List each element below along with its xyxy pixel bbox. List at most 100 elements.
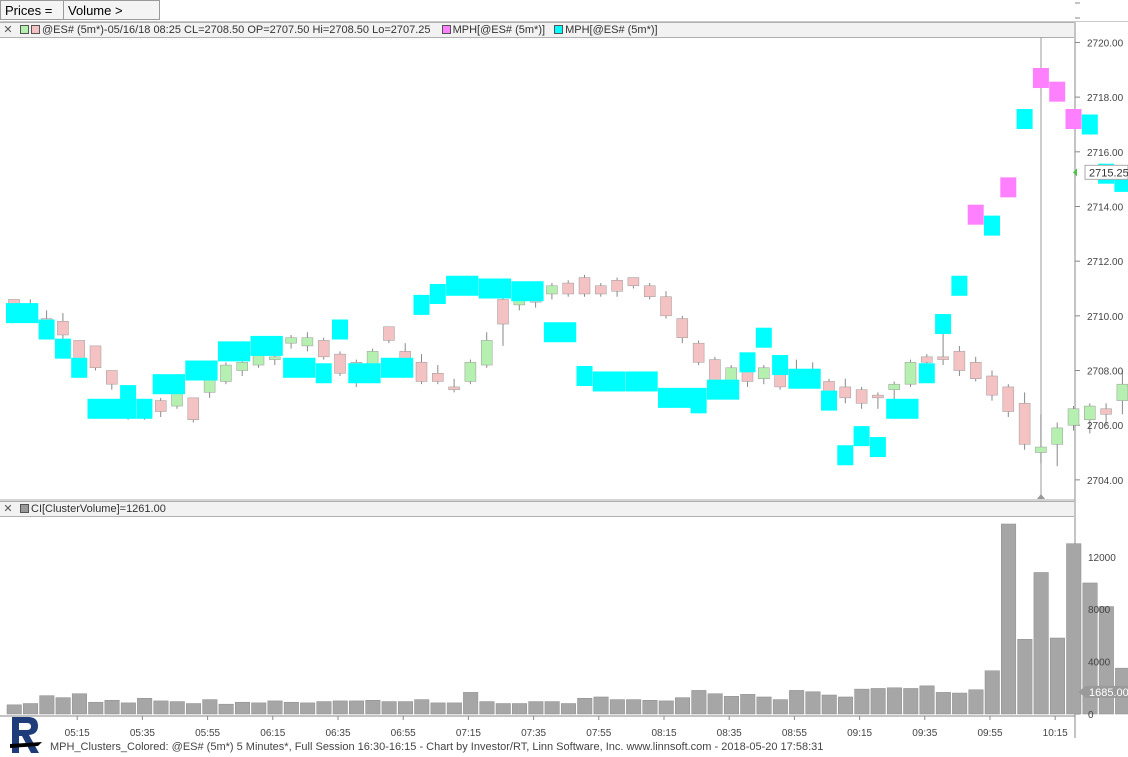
time-tick-label: 05:35 bbox=[130, 728, 155, 738]
mph-cluster-box bbox=[511, 281, 544, 302]
volume-bar bbox=[544, 701, 560, 715]
volume-bar bbox=[414, 699, 430, 715]
down-candle bbox=[660, 296, 672, 317]
mph-cluster-box bbox=[478, 278, 511, 299]
down-candle bbox=[872, 394, 884, 399]
last-price-box bbox=[1084, 164, 1128, 180]
mph-cluster-box bbox=[152, 374, 185, 395]
time-tick-label: 05:55 bbox=[195, 728, 220, 738]
volume-bar bbox=[968, 689, 984, 715]
volume-bar bbox=[1066, 543, 1082, 715]
up-candle bbox=[301, 337, 314, 347]
volume-bar bbox=[120, 702, 136, 715]
chart-footer: MPH_Clusters_Colored: @ES# (5m*) 5 Minut… bbox=[0, 717, 1128, 757]
last-volume-label: 1685.00 bbox=[1089, 687, 1128, 699]
up-candle bbox=[220, 364, 232, 382]
volume-bar bbox=[756, 696, 772, 715]
volume-bar bbox=[707, 693, 723, 715]
volume-bar bbox=[55, 697, 71, 715]
close-icon[interactable]: ✕ bbox=[3, 503, 13, 515]
price-tick-label: 2704.00 bbox=[1087, 476, 1124, 487]
volume-bar bbox=[512, 703, 528, 715]
time-tick-label: 10:15 bbox=[1043, 728, 1068, 738]
time-tick-label: 06:55 bbox=[391, 728, 416, 738]
down-candle bbox=[986, 375, 998, 396]
mph-cluster-box bbox=[755, 327, 772, 348]
cursor-marker bbox=[1037, 494, 1045, 499]
volume-swatch bbox=[20, 504, 29, 513]
down-candle-swatch bbox=[31, 25, 40, 34]
volume-bar bbox=[691, 690, 707, 715]
down-candle bbox=[578, 277, 591, 295]
mph-cluster-box bbox=[413, 294, 430, 315]
down-candle bbox=[1100, 408, 1112, 415]
down-candle bbox=[595, 285, 607, 295]
volume-bar bbox=[251, 702, 267, 715]
down-candle bbox=[334, 353, 346, 374]
volume-bar bbox=[838, 696, 854, 715]
price-tick-label: 2718.00 bbox=[1087, 93, 1124, 104]
down-candle bbox=[497, 299, 509, 325]
volume-bar bbox=[609, 699, 625, 715]
volume-bar bbox=[821, 694, 837, 715]
down-candle bbox=[611, 280, 623, 292]
prices-filter-button[interactable]: Prices = 3 bbox=[0, 0, 64, 38]
volume-bar bbox=[169, 701, 185, 715]
volume-bar bbox=[560, 703, 576, 715]
price-tick-label: 2720.00 bbox=[1087, 38, 1124, 49]
volume-bar bbox=[723, 696, 739, 715]
volume-bar bbox=[397, 701, 413, 715]
mph-cluster-box bbox=[1081, 114, 1098, 135]
candlestick-layer bbox=[8, 274, 1128, 467]
down-candle bbox=[154, 400, 167, 412]
volume-bar bbox=[854, 688, 870, 715]
mph-cluster-box bbox=[217, 341, 251, 362]
mph-cluster-box bbox=[1000, 177, 1017, 198]
mph-cluster-box bbox=[250, 335, 283, 356]
time-tick-label: 05:15 bbox=[65, 728, 90, 738]
up-candle-swatch bbox=[20, 25, 29, 34]
up-candle bbox=[464, 362, 477, 382]
up-candle bbox=[1035, 446, 1047, 453]
mph-cluster-box bbox=[348, 363, 381, 384]
down-candle bbox=[921, 356, 933, 363]
up-candle bbox=[1067, 408, 1080, 426]
volume-bar bbox=[1082, 582, 1098, 715]
volume-bar bbox=[1001, 523, 1017, 715]
mph-cluster-box bbox=[869, 437, 886, 458]
mph-cluster-box bbox=[592, 371, 626, 392]
price-pane-legend: ✕ @ES# (5m*)-05/16/18 08:25 CL=2708.50 O… bbox=[0, 22, 1074, 38]
volume-bar bbox=[593, 696, 609, 715]
down-candle bbox=[627, 277, 640, 287]
down-candle bbox=[448, 386, 460, 390]
volume-bar bbox=[88, 701, 104, 715]
price-tick-label: 2714.00 bbox=[1087, 202, 1124, 213]
volume-bar bbox=[6, 704, 22, 715]
volume-bar bbox=[381, 701, 397, 715]
volume-bar bbox=[234, 701, 250, 715]
mph-cluster-box bbox=[918, 363, 935, 384]
volume-bar bbox=[300, 702, 316, 715]
mph-cluster-box bbox=[739, 352, 756, 373]
mph-cluster-box bbox=[625, 371, 658, 392]
volume-bar bbox=[186, 703, 202, 715]
volume-bar bbox=[71, 693, 87, 715]
down-candle bbox=[415, 362, 428, 382]
volume-legend-text: CI[ClusterVolume]=1261.00 bbox=[31, 503, 166, 515]
price-tick-label: 2708.00 bbox=[1087, 367, 1124, 378]
mph-cluster-box bbox=[1032, 68, 1049, 89]
down-candle bbox=[953, 351, 966, 371]
close-icon[interactable]: ✕ bbox=[3, 24, 13, 36]
time-tick-label: 07:15 bbox=[456, 728, 481, 738]
volume-bar bbox=[23, 703, 39, 715]
down-candle bbox=[1018, 403, 1031, 445]
mph-cluster-box bbox=[772, 355, 789, 376]
mph-cluster-box bbox=[853, 426, 870, 447]
mph-cluster-box bbox=[429, 283, 446, 304]
mph-cluster-box bbox=[6, 303, 39, 324]
price-tick-label: 2716.00 bbox=[1087, 148, 1124, 159]
price-volume-chart[interactable]: 2704.00 2706.00 2708.00 2710.00 2712.00 2714.… bbox=[0, 0, 1128, 738]
down-candle bbox=[73, 340, 85, 360]
volume-bar bbox=[675, 697, 691, 715]
mph-cluster-box bbox=[935, 314, 952, 335]
